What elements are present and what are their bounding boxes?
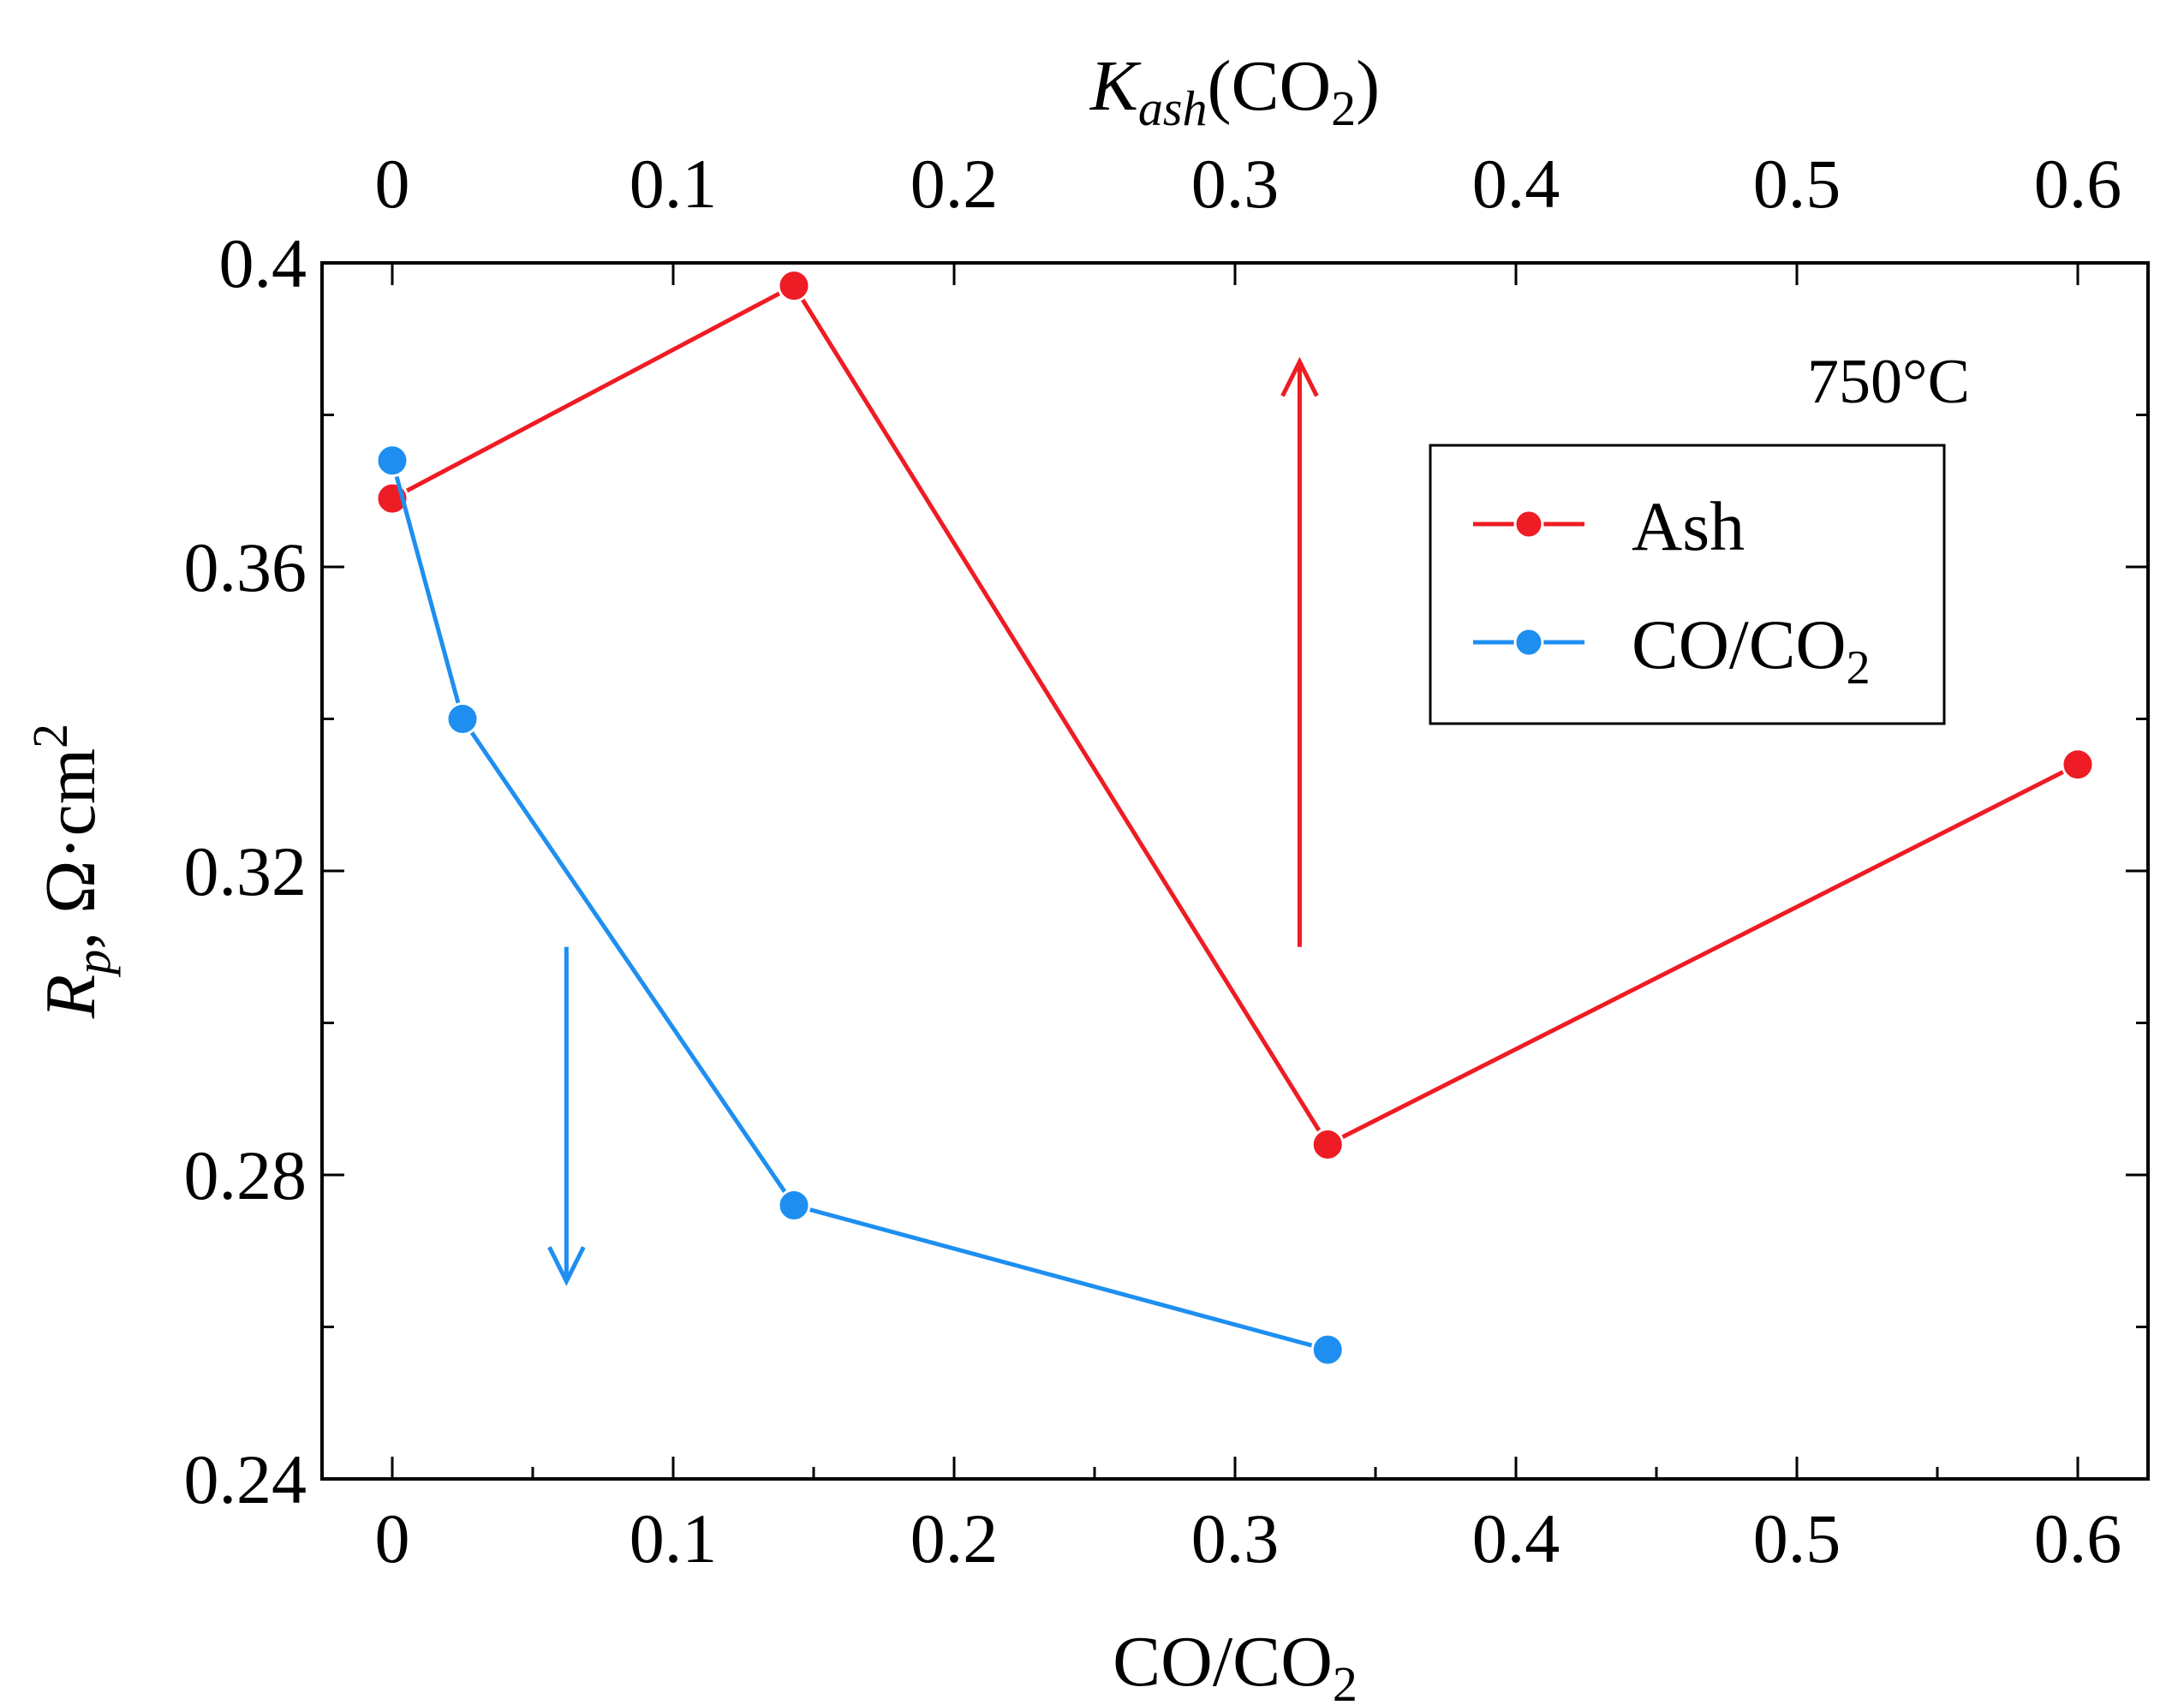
x-bottom-tick-label: 0.6 — [2034, 1499, 2122, 1577]
x-top-axis-title: Kash(CO2) — [1089, 46, 1380, 136]
x-bottom-tick-label: 0.1 — [630, 1499, 718, 1577]
legend-marker-co-co2 — [1513, 627, 1544, 658]
data-point-co-co2 — [445, 702, 480, 736]
data-point-ash — [1310, 1128, 1345, 1161]
legend-marker-ash — [1513, 509, 1544, 540]
series-layer — [375, 269, 2095, 1367]
legend-label-ash: Ash — [1632, 487, 1745, 565]
y-tick-label: 0.24 — [184, 1440, 307, 1518]
series-line-co-co2 — [390, 460, 1328, 1352]
tick-layer — [322, 261, 2148, 1481]
x-top-tick-label: 0 — [375, 145, 410, 223]
x-top-tick-label: 0.4 — [1472, 145, 1560, 223]
y-tick-label: 0.28 — [184, 1136, 307, 1214]
x-bottom-tick-label: 0.5 — [1753, 1499, 1841, 1577]
x-bottom-tick-label: 0.3 — [1191, 1499, 1280, 1577]
y-tick-label: 0.32 — [184, 832, 307, 910]
x-bottom-axis-title: CO/CO2 — [1113, 1622, 1358, 1705]
x-bottom-tick-label: 0 — [375, 1499, 410, 1577]
legend-label-co-co2: CO/CO2 — [1632, 605, 1871, 695]
data-point-co-co2 — [375, 444, 409, 478]
x-bottom-tick-label: 0.4 — [1472, 1499, 1560, 1577]
data-point-co-co2 — [1310, 1332, 1345, 1367]
x-top-tick-label: 0.1 — [630, 145, 718, 223]
x-bottom-tick-label: 0.2 — [910, 1499, 999, 1577]
x-top-tick-label: 0.3 — [1191, 145, 1280, 223]
data-point-ash — [2061, 748, 2095, 782]
legend-box — [1429, 444, 1946, 725]
y-axis-title: Rp, Ω·cm2 — [22, 724, 121, 1019]
minor-ticks — [322, 414, 2148, 1479]
x-top-tick-label: 0.5 — [1753, 145, 1841, 223]
data-point-co-co2 — [777, 1189, 811, 1222]
y-tick-label: 0.36 — [184, 528, 307, 606]
data-point-ash — [777, 269, 811, 303]
trend-arrow-head — [1280, 356, 1319, 397]
y-tick-label: 0.4 — [219, 224, 307, 302]
legend: Ash CO/CO2 — [1429, 444, 1946, 725]
series-line-ash — [391, 283, 2080, 1147]
x-top-tick-label: 0.6 — [2034, 145, 2122, 223]
trend-arrow-head — [547, 1246, 586, 1286]
temperature-annotation: 750°C — [1807, 347, 1970, 417]
arrow-layer — [547, 356, 1319, 1286]
x-top-tick-label: 0.2 — [910, 145, 999, 223]
tick-label-layer: 0 0 0.1 0.1 0.2 0.2 0.3 0.3 0.4 0.4 0.5 0.5 0.6 0.6 0.… — [184, 145, 2122, 1577]
